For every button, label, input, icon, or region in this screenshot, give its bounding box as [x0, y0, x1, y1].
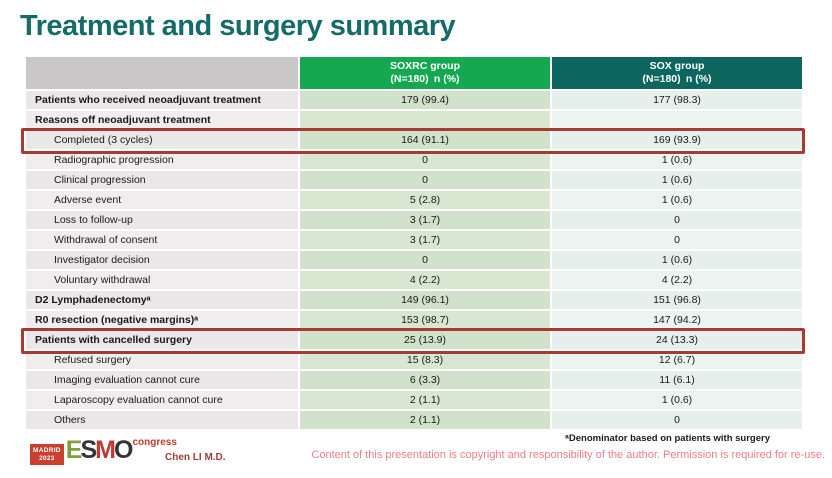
sox-group-n: (N=180) n (%) [642, 73, 712, 85]
row-label: Patients with cancelled surgery [26, 331, 298, 349]
row-value-sox: 4 (2.2) [552, 271, 802, 289]
row-value-sox: 1 (0.6) [552, 151, 802, 169]
row-value-soxrc: 6 (3.3) [300, 371, 550, 389]
row-value-soxrc: 3 (1.7) [300, 231, 550, 249]
row-value-soxrc: 25 (13.9) [300, 331, 550, 349]
table-row: Radiographic progression 0 1 (0.6) [26, 151, 802, 169]
row-label: Adverse event [26, 191, 298, 209]
row-label: Reasons off neoadjuvant treatment [26, 111, 298, 129]
row-value-sox: 11 (6.1) [552, 371, 802, 389]
table-row: Adverse event 5 (2.8) 1 (0.6) [26, 191, 802, 209]
row-value-sox: 1 (0.6) [552, 171, 802, 189]
copyright-notice: Content of this presentation is copyrigh… [311, 449, 825, 461]
row-label: Radiographic progression [26, 151, 298, 169]
header-cell-blank [26, 57, 298, 89]
table-header: SOXRC group (N=180) n (%) SOX group (N=1… [26, 57, 802, 89]
table-row: Clinical progression 0 1 (0.6) [26, 171, 802, 189]
esmo-letter-m: M [95, 436, 116, 464]
row-value-sox: 1 (0.6) [552, 191, 802, 209]
table-row: Investigator decision 0 1 (0.6) [26, 251, 802, 269]
esmo-wordmark: ESMO [65, 436, 134, 464]
row-value-soxrc: 3 (1.7) [300, 211, 550, 229]
row-value-soxrc: 2 (1.1) [300, 391, 550, 409]
table-row: Withdrawal of consent 3 (1.7) 0 [26, 231, 802, 249]
table-row: Refused surgery 15 (8.3) 12 (6.7) [26, 351, 802, 369]
sox-group-name: SOX group [649, 60, 705, 72]
row-value-soxrc: 5 (2.8) [300, 191, 550, 209]
esmo-letter-e: E [65, 436, 83, 464]
madrid-year: 2023 [39, 454, 55, 462]
author-name: Chen LI M.D. [165, 452, 226, 463]
header-cell-sox-group: SOX group (N=180) n (%) [552, 57, 802, 89]
row-value-soxrc: 179 (99.4) [300, 91, 550, 109]
row-value-sox: 12 (6.7) [552, 351, 802, 369]
table-row: Imaging evaluation cannot cure 6 (3.3) 1… [26, 371, 802, 389]
table-footnote: ᵃDenominator based on patients with surg… [565, 433, 770, 444]
row-label: R0 resection (negative margins)ᵃ [26, 311, 298, 329]
row-value-soxrc: 153 (98.7) [300, 311, 550, 329]
row-label: Completed (3 cycles) [26, 131, 298, 149]
row-value-sox: 0 [552, 211, 802, 229]
table-row: D2 Lymphadenectomyᵃ 149 (96.1) 151 (96.8… [26, 291, 802, 309]
row-value-sox: 169 (93.9) [552, 131, 802, 149]
row-label: Imaging evaluation cannot cure [26, 371, 298, 389]
row-value-soxrc: 0 [300, 171, 550, 189]
row-value-sox: 147 (94.2) [552, 311, 802, 329]
row-value-sox: 1 (0.6) [552, 251, 802, 269]
row-value-sox [552, 111, 802, 129]
row-value-soxrc [300, 111, 550, 129]
row-value-sox: 24 (13.3) [552, 331, 802, 349]
row-value-soxrc: 2 (1.1) [300, 411, 550, 429]
summary-table: SOXRC group (N=180) n (%) SOX group (N=1… [26, 57, 802, 431]
row-value-sox: 0 [552, 411, 802, 429]
row-value-sox: 0 [552, 231, 802, 249]
congress-label: congress [132, 437, 177, 448]
madrid-label: MADRID [33, 447, 61, 454]
row-value-sox: 177 (98.3) [552, 91, 802, 109]
header-cell-soxrc-group: SOXRC group (N=180) n (%) [300, 57, 550, 89]
table-row: Laparoscopy evaluation cannot cure 2 (1.… [26, 391, 802, 409]
row-label: D2 Lymphadenectomyᵃ [26, 291, 298, 309]
table-body: Patients who received neoadjuvant treatm… [26, 91, 802, 429]
row-label: Withdrawal of consent [26, 231, 298, 249]
row-value-soxrc: 0 [300, 151, 550, 169]
row-label: Voluntary withdrawal [26, 271, 298, 289]
table-row: Others 2 (1.1) 0 [26, 411, 802, 429]
table-row-highlighted: Completed (3 cycles) 164 (91.1) 169 (93.… [26, 131, 802, 149]
table-row: R0 resection (negative margins)ᵃ 153 (98… [26, 311, 802, 329]
page-title: Treatment and surgery summary [20, 10, 456, 42]
table-row: Voluntary withdrawal 4 (2.2) 4 (2.2) [26, 271, 802, 289]
esmo-letter-s: S [80, 436, 97, 464]
row-value-sox: 151 (96.8) [552, 291, 802, 309]
table-row-highlighted: Patients with cancelled surgery 25 (13.9… [26, 331, 802, 349]
row-value-soxrc: 15 (8.3) [300, 351, 550, 369]
row-value-soxrc: 0 [300, 251, 550, 269]
soxrc-group-n: (N=180) n (%) [390, 73, 460, 85]
row-value-soxrc: 4 (2.2) [300, 271, 550, 289]
row-label: Refused surgery [26, 351, 298, 369]
row-label: Investigator decision [26, 251, 298, 269]
table-row: Reasons off neoadjuvant treatment [26, 111, 802, 129]
table-row: Patients who received neoadjuvant treatm… [26, 91, 802, 109]
row-label: Clinical progression [26, 171, 298, 189]
row-label: Patients who received neoadjuvant treatm… [26, 91, 298, 109]
soxrc-group-name: SOXRC group [390, 60, 460, 72]
row-value-soxrc: 164 (91.1) [300, 131, 550, 149]
row-label: Laparoscopy evaluation cannot cure [26, 391, 298, 409]
row-label: Others [26, 411, 298, 429]
madrid-2023-badge: MADRID 2023 [30, 444, 64, 465]
table-row: Loss to follow-up 3 (1.7) 0 [26, 211, 802, 229]
row-label: Loss to follow-up [26, 211, 298, 229]
esmo-letter-o: O [114, 436, 134, 464]
row-value-sox: 1 (0.6) [552, 391, 802, 409]
row-value-soxrc: 149 (96.1) [300, 291, 550, 309]
esmo-congress-logo: MADRID 2023 ESMO congress [30, 436, 177, 465]
